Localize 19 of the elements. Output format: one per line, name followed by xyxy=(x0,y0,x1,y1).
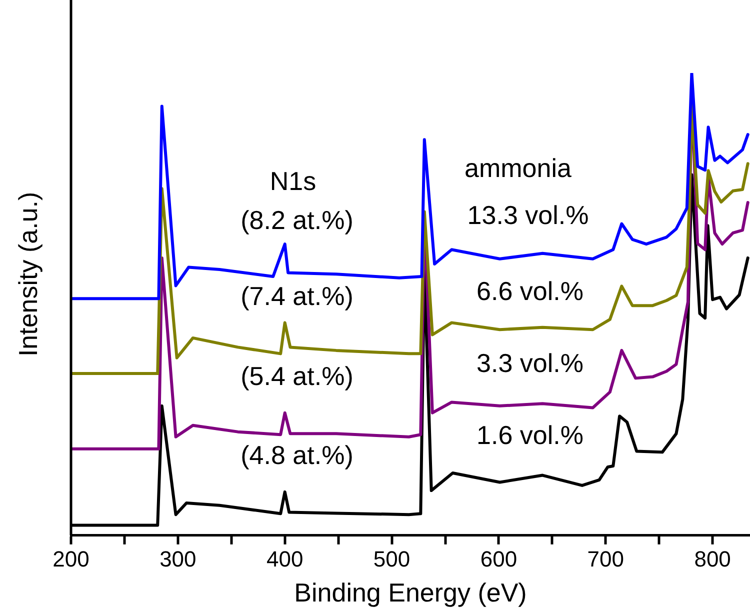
annotation: (8.2 at.%) xyxy=(240,205,354,236)
annotation: (7.4 at.%) xyxy=(240,281,354,312)
x-axis-title: Binding Energy (eV) xyxy=(294,578,527,608)
y-axis-title: Intensity (a.u.) xyxy=(13,192,44,357)
x-tick-label: 800 xyxy=(694,546,731,572)
annotation: 6.6 vol.% xyxy=(476,276,584,306)
annotation: 1.6 vol.% xyxy=(476,420,584,450)
x-tick-label: 200 xyxy=(52,546,90,572)
x-tick-label: 500 xyxy=(373,546,410,572)
x-tick-label: 700 xyxy=(587,546,624,572)
annotation: (4.8 at.%) xyxy=(240,440,354,470)
annotation: N1s xyxy=(270,166,316,196)
x-tick-label: 300 xyxy=(160,546,196,572)
annotation: 3.3 vol.% xyxy=(476,348,584,378)
x-tick-label: 600 xyxy=(480,546,518,572)
annotation: (5.4 at.%) xyxy=(240,361,354,392)
annotation: ammonia xyxy=(464,153,572,184)
annotation: 13.3 vol.% xyxy=(467,200,589,230)
x-tick-label: 400 xyxy=(266,546,304,572)
